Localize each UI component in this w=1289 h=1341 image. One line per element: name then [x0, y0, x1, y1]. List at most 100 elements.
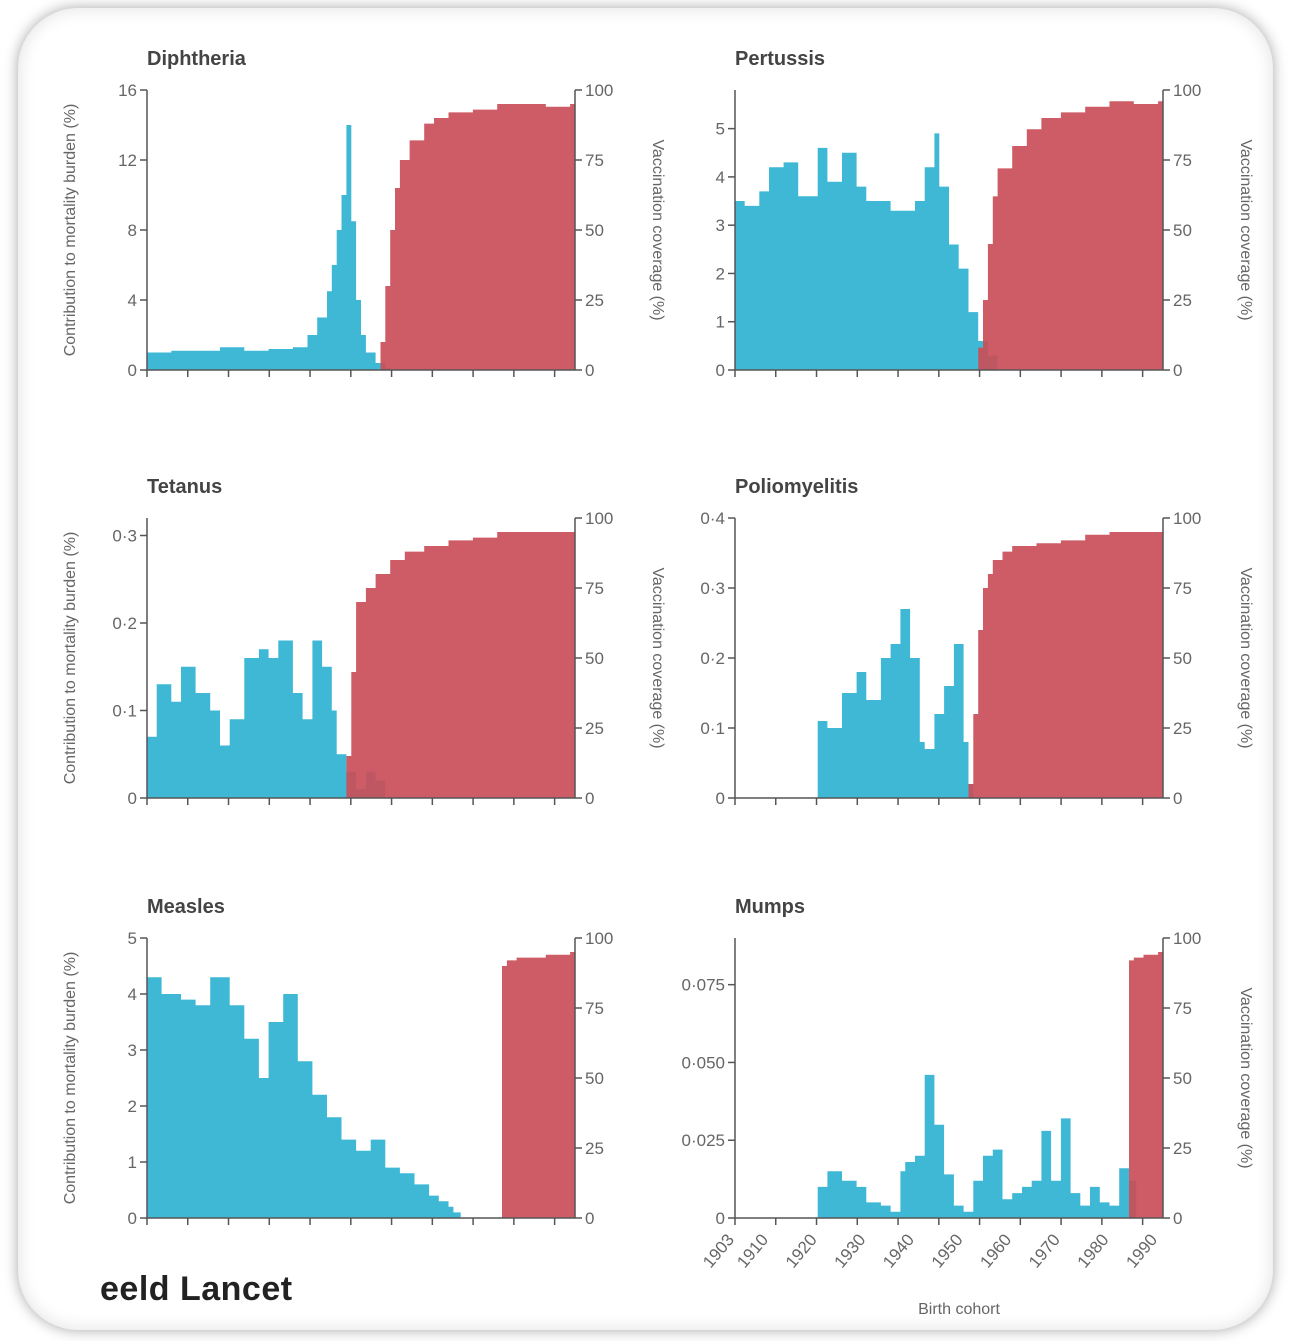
y-right-tick-label: 50 [585, 221, 604, 240]
y-left-tick-label: 0·3 [700, 579, 725, 598]
coverage-series-1 [978, 101, 1163, 370]
mortality-series-0 [147, 125, 398, 370]
y-left-tick-label: 0·1 [112, 702, 137, 721]
y-right-tick-label: 75 [1173, 151, 1192, 170]
y-right-tick-label: 25 [1173, 291, 1192, 310]
y-right-axis-label-1: Vaccination coverage (%) [1237, 139, 1254, 320]
coverage-series-0 [380, 104, 575, 370]
y-right-tick-label: 50 [585, 1069, 604, 1088]
x-tick-label: 1970 [1025, 1230, 1064, 1271]
y-left-tick-label: 8 [128, 221, 137, 240]
y-left-tick-label: 4 [716, 168, 725, 187]
panel-title-2: Tetanus [147, 476, 222, 498]
x-tick-label: 1930 [831, 1230, 870, 1271]
y-left-tick-label: 0 [716, 789, 725, 808]
y-right-tick-label: 0 [585, 789, 594, 808]
y-right-tick-label: 0 [585, 1209, 594, 1228]
y-left-tick-label: 1 [128, 1153, 137, 1172]
y-left-tick-label: 0·075 [682, 976, 725, 995]
y-right-tick-label: 0 [1173, 1209, 1182, 1228]
y-right-tick-label: 0 [1173, 361, 1182, 380]
source-mark: eeld Lancet [100, 1270, 293, 1308]
y-left-tick-label: 16 [118, 81, 137, 100]
y-left-tick-label: 0·1 [700, 719, 725, 738]
x-tick-label: 1980 [1074, 1230, 1113, 1271]
x-tick-label: 1950 [928, 1230, 967, 1271]
y-right-tick-label: 50 [1173, 221, 1192, 240]
y-left-tick-label: 12 [118, 151, 137, 170]
y-right-axis-label-2: Vaccination coverage (%) [649, 567, 666, 748]
mortality-series-3 [735, 609, 981, 798]
y-left-tick-label: 4 [128, 985, 137, 1004]
panel-5: 0 0·025 0·050 0·075 0 25 50 75 100 Mumps Vaccinati… [682, 896, 1254, 1318]
y-right-tick-label: 100 [585, 509, 613, 528]
y-right-tick-label: 25 [585, 291, 604, 310]
coverage-series-3 [968, 532, 1163, 798]
y-left-tick-label: 0·2 [112, 614, 137, 633]
y-right-tick-label: 25 [1173, 1139, 1192, 1158]
y-right-tick-label: 100 [585, 929, 613, 948]
x-tick-label: 1920 [782, 1230, 821, 1271]
y-right-tick-label: 50 [585, 649, 604, 668]
x-tick-label: 1990 [1122, 1230, 1161, 1271]
y-left-axis-label-4: Contribution to mortality burden (%) [62, 952, 79, 1205]
y-left-tick-label: 0·050 [682, 1053, 725, 1072]
y-right-tick-label: 25 [1173, 719, 1192, 738]
y-left-tick-label: 5 [128, 929, 137, 948]
y-right-tick-label: 100 [1173, 509, 1201, 528]
y-right-axis-label-5: Vaccination coverage (%) [1237, 987, 1254, 1168]
y-right-tick-label: 50 [1173, 649, 1192, 668]
panel-title-1: Pertussis [735, 48, 825, 70]
x-tick-label: 1960 [976, 1230, 1015, 1271]
y-left-tick-label: 0·025 [682, 1131, 725, 1150]
y-left-tick-label: 2 [716, 264, 725, 283]
y-right-tick-label: 75 [585, 999, 604, 1018]
panel-title-0: Diphtheria [147, 48, 247, 70]
y-left-tick-label: 0 [716, 361, 725, 380]
y-left-tick-label: 0 [128, 361, 137, 380]
y-left-tick-label: 0·2 [700, 649, 725, 668]
y-right-tick-label: 75 [585, 151, 604, 170]
mortality-series-5 [735, 1074, 1137, 1218]
y-left-tick-label: 3 [128, 1041, 137, 1060]
x-tick-label: 1910 [733, 1230, 772, 1271]
y-right-tick-label: 0 [585, 361, 594, 380]
panel-title-4: Measles [147, 896, 225, 918]
coverage-series-4 [502, 952, 575, 1218]
y-left-tick-label: 3 [716, 216, 725, 235]
y-left-tick-label: 5 [716, 120, 725, 139]
mortality-series-1 [735, 133, 1005, 370]
y-left-tick-label: 2 [128, 1097, 137, 1116]
panel-0: 0 4 8 12 16 0 25 50 75 100 Diphtheria Contribution … [62, 48, 666, 380]
y-right-tick-label: 75 [585, 579, 604, 598]
y-right-axis-label-0: Vaccination coverage (%) [649, 139, 666, 320]
mortality-series-4 [147, 977, 461, 1218]
y-left-axis-label-2: Contribution to mortality burden (%) [62, 532, 79, 785]
y-right-tick-label: 50 [1173, 1069, 1192, 1088]
y-left-tick-label: 0 [128, 1209, 137, 1228]
coverage-series-5 [1129, 952, 1163, 1218]
y-left-tick-label: 1 [716, 313, 725, 332]
y-left-axis-label-0: Contribution to mortality burden (%) [62, 104, 79, 357]
y-left-tick-label: 0 [716, 1209, 725, 1228]
y-left-tick-label: 4 [128, 291, 137, 310]
coverage-series-2 [346, 532, 575, 798]
y-right-tick-label: 100 [1173, 81, 1201, 100]
x-tick-label: 1940 [879, 1230, 918, 1271]
y-right-tick-label: 25 [585, 719, 604, 738]
mortality-series-2 [147, 640, 398, 798]
y-right-tick-label: 75 [1173, 579, 1192, 598]
panel-title-3: Poliomyelitis [735, 476, 858, 498]
x-axis-label: Birth cohort [918, 1301, 1000, 1318]
y-left-tick-label: 0 [128, 789, 137, 808]
y-right-tick-label: 0 [1173, 789, 1182, 808]
panel-2: 0 0·1 0·2 0·3 0 25 50 75 100 Tetanus Contribution … [62, 476, 666, 808]
panel-3: 0 0·1 0·2 0·3 0·4 0 25 50 75 100 Poliomyelitis Vacc… [700, 476, 1254, 808]
y-right-tick-label: 100 [1173, 929, 1201, 948]
y-left-tick-label: 0·4 [700, 509, 725, 528]
y-right-tick-label: 75 [1173, 999, 1192, 1018]
x-tick-label: 1903 [699, 1230, 738, 1271]
panel-title-5: Mumps [735, 896, 805, 918]
